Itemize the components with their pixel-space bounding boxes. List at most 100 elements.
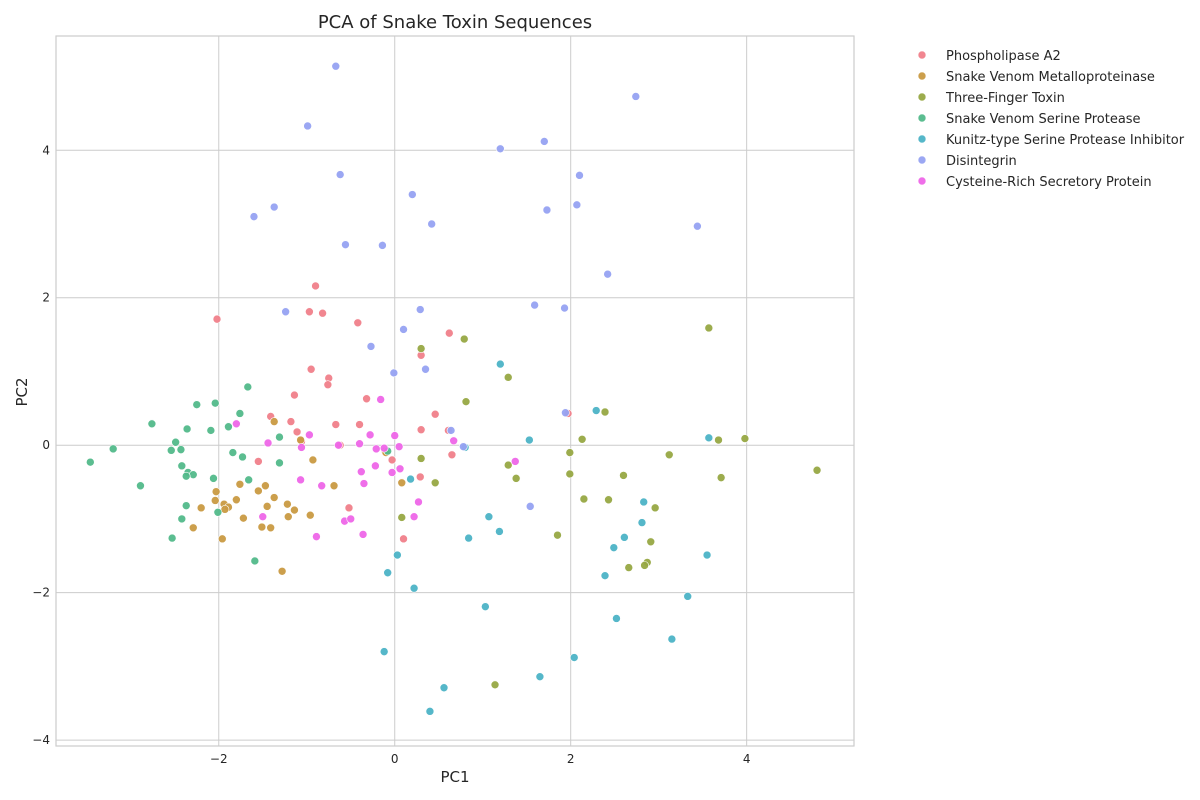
data-point xyxy=(378,241,387,250)
grid-lines xyxy=(56,36,854,746)
data-point xyxy=(318,308,327,318)
data-point xyxy=(244,475,253,485)
data-point xyxy=(353,318,363,328)
data-point xyxy=(390,431,400,440)
data-point xyxy=(416,344,426,353)
data-point xyxy=(397,513,407,522)
data-point xyxy=(329,481,339,491)
data-point xyxy=(249,212,259,221)
data-point xyxy=(408,190,417,199)
data-point xyxy=(540,137,549,146)
data-point xyxy=(394,442,404,451)
data-point xyxy=(209,474,218,483)
plot-frame xyxy=(55,35,855,747)
data-point xyxy=(341,240,350,249)
data-point xyxy=(464,533,473,543)
data-point xyxy=(206,426,216,435)
data-point xyxy=(612,614,621,623)
data-point xyxy=(212,314,222,324)
data-point xyxy=(250,556,260,566)
legend-label: Three-Finger Toxin xyxy=(945,91,1065,106)
data-point xyxy=(243,382,253,392)
data-point xyxy=(446,426,456,435)
data-point xyxy=(560,303,569,313)
data-point xyxy=(290,390,299,400)
data-point xyxy=(409,583,419,593)
data-point xyxy=(535,672,545,681)
data-point xyxy=(281,307,290,317)
data-point xyxy=(317,481,327,491)
data-point xyxy=(484,512,494,522)
data-point xyxy=(359,479,369,488)
data-point xyxy=(603,269,612,279)
data-point xyxy=(312,532,321,541)
data-point xyxy=(311,281,320,291)
data-point xyxy=(261,481,270,491)
data-point xyxy=(356,467,366,477)
data-point xyxy=(177,461,187,471)
data-point xyxy=(308,455,318,465)
data-point xyxy=(335,170,345,179)
data-point xyxy=(646,537,656,547)
chart-title: PCA of Snake Toxin Sequences xyxy=(318,12,592,33)
series-group xyxy=(188,417,407,576)
legend-label: Phospholipase A2 xyxy=(946,49,1061,64)
data-point xyxy=(166,446,176,455)
data-point xyxy=(258,512,268,522)
data-point xyxy=(362,394,371,404)
data-point xyxy=(639,497,649,507)
data-point xyxy=(210,496,220,505)
data-point xyxy=(296,435,305,445)
data-point xyxy=(495,527,504,536)
data-point xyxy=(283,499,292,509)
x-tick-label: 0 xyxy=(391,752,399,766)
data-point xyxy=(399,325,408,334)
data-point xyxy=(461,397,471,406)
data-point xyxy=(416,425,426,435)
data-point xyxy=(303,121,312,131)
data-point xyxy=(266,523,275,533)
data-point xyxy=(283,512,293,522)
data-point xyxy=(177,514,187,524)
data-point xyxy=(235,479,245,489)
data-point xyxy=(262,502,272,511)
data-point xyxy=(379,443,389,453)
data-point xyxy=(334,440,343,450)
data-point xyxy=(620,533,629,542)
data-point xyxy=(331,61,341,71)
legend-label: Disintegrin xyxy=(946,154,1017,169)
data-point xyxy=(406,474,415,484)
data-point xyxy=(188,523,198,533)
data-point xyxy=(572,200,582,210)
data-point xyxy=(395,464,405,474)
data-point xyxy=(355,439,364,449)
data-point xyxy=(290,505,299,515)
data-point xyxy=(415,305,425,314)
data-point xyxy=(275,458,284,468)
data-point xyxy=(371,444,381,454)
data-point xyxy=(510,457,520,466)
data-point xyxy=(393,550,402,560)
data-point xyxy=(624,563,634,572)
data-point xyxy=(232,419,241,429)
tick-labels: −2 0 2 4 −4 −2 0 2 4 xyxy=(32,143,750,766)
data-point xyxy=(176,445,186,454)
data-point xyxy=(254,486,263,496)
data-point xyxy=(664,450,674,460)
data-point xyxy=(217,534,227,544)
legend-marker xyxy=(917,155,927,165)
data-point xyxy=(693,221,702,231)
y-tick-label: −4 xyxy=(32,733,50,747)
data-point xyxy=(292,427,302,437)
legend-marker xyxy=(917,92,927,102)
data-point xyxy=(86,457,95,467)
data-point xyxy=(525,502,535,511)
data-point xyxy=(414,497,423,507)
data-point xyxy=(812,465,822,475)
data-point xyxy=(459,334,469,344)
data-point xyxy=(604,495,613,505)
data-point xyxy=(650,503,660,513)
data-point xyxy=(296,475,305,485)
data-point xyxy=(740,434,750,443)
data-point xyxy=(415,472,425,482)
